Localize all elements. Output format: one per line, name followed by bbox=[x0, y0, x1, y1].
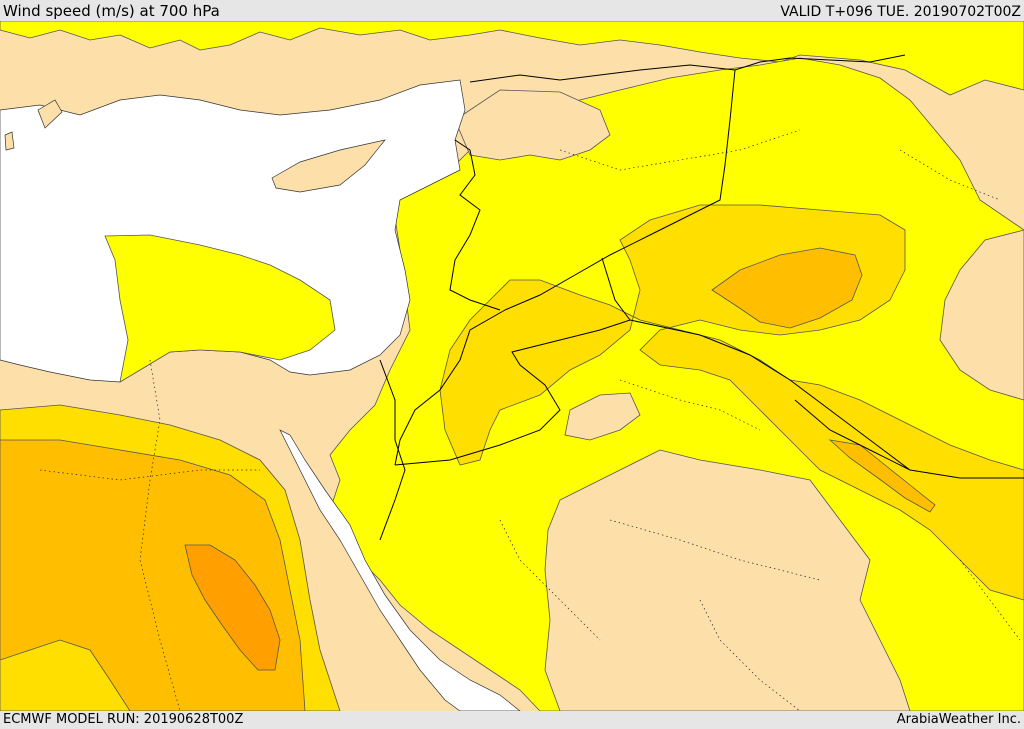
aegean-island bbox=[38, 100, 62, 128]
model-run-label: ECMWF MODEL RUN: 20190628T00Z bbox=[3, 712, 244, 727]
footer-bar bbox=[0, 711, 1024, 729]
red-sea bbox=[280, 430, 520, 711]
map-title: Wind speed (m/s) at 700 hPa bbox=[3, 2, 220, 20]
credit-label: ArabiaWeather Inc. bbox=[896, 712, 1021, 727]
wind-band-peach-iran bbox=[940, 230, 1024, 400]
wind-band-yellow-north bbox=[0, 21, 1024, 95]
province-borders bbox=[40, 130, 1020, 711]
cyprus-island bbox=[272, 140, 385, 192]
wind-band-orange-iraq bbox=[712, 248, 862, 328]
wind-band-orange-gulf bbox=[830, 440, 935, 512]
wind-band-peach-nejd bbox=[565, 393, 640, 440]
wind-band-darkorange-egypt bbox=[185, 545, 280, 670]
wind-band-orange-egypt bbox=[0, 440, 305, 711]
valid-time-label: VALID T+096 TUE. 20190702T00Z bbox=[780, 4, 1021, 20]
wind-band-peach-syria bbox=[455, 90, 610, 160]
aegean-island bbox=[5, 132, 14, 150]
header-bar bbox=[0, 0, 1024, 21]
wind-band-yellow-sea bbox=[105, 235, 335, 382]
wind-band-peach-arabia bbox=[545, 450, 910, 711]
country-borders bbox=[380, 55, 1024, 540]
wind-speed-map bbox=[0, 21, 1024, 711]
